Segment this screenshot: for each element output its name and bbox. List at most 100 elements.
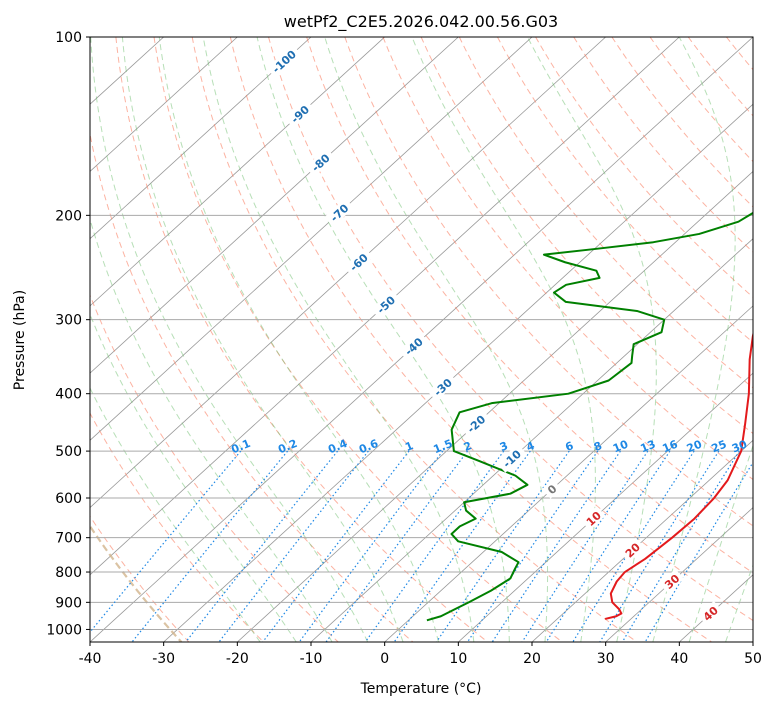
- x-tick-label: -40: [79, 651, 102, 667]
- isotherm-line: [90, 37, 459, 374]
- mixing-ratio-line: [521, 450, 649, 642]
- mixing-ratio-label-text: 10: [611, 438, 630, 456]
- moist-adiabat: [158, 37, 439, 642]
- isotherm-label-bg: [324, 198, 354, 227]
- isotherm-label-bg: [697, 601, 723, 626]
- mixing-ratio-label: 10: [611, 438, 630, 456]
- moist-adiabat: [411, 37, 596, 642]
- moist-adiabat: [688, 443, 753, 642]
- moist-adiabat: [725, 563, 753, 642]
- isotherm-label-bg: [541, 479, 562, 499]
- x-tick-label: 0: [380, 651, 389, 667]
- dry-adiabat: [191, 37, 638, 642]
- y-tick-label: 400: [55, 387, 82, 403]
- mixing-ratio-label-text: 36: [751, 438, 770, 456]
- moist-adiabat: [90, 386, 261, 642]
- mixing-ratio-label: 20: [685, 438, 704, 456]
- isotherm-label-bg: [398, 331, 429, 361]
- moist-adiabats: [90, 37, 753, 642]
- isotherm-label-bg: [343, 247, 374, 277]
- chart-title: wetPf2_C2E5.2026.042.00.56.G03: [284, 12, 558, 32]
- x-axis-title: Temperature (°C): [360, 681, 482, 697]
- y-axis-title: Pressure (hPa): [12, 290, 28, 390]
- mixing-ratio-line: [491, 450, 621, 642]
- moist-adiabat: [90, 313, 297, 642]
- mixing-ratio-label-text: 13: [638, 438, 657, 456]
- isotherm-line: [90, 37, 238, 172]
- isotherm-line: [458, 372, 753, 642]
- mixing-ratio-line: [131, 450, 289, 642]
- mixing-ratio-label: 30: [730, 438, 749, 456]
- dry-adiabat: [90, 293, 339, 642]
- y-tick-label: 700: [55, 531, 82, 547]
- moist-adiabat: [527, 37, 657, 642]
- mixing-ratio-label-text: 25: [709, 438, 728, 456]
- mixing-ratio-line: [325, 450, 469, 642]
- mixing-ratio-label-text: 16: [661, 438, 680, 456]
- dry-adiabat: [115, 37, 488, 642]
- mixing-ratio-label: 16: [661, 438, 680, 456]
- x-tick-label: 10: [449, 651, 467, 667]
- dry-adiabat: [90, 524, 183, 642]
- y-tick-label: 600: [55, 491, 82, 507]
- isotherm-label-bg: [460, 409, 491, 439]
- moist-adiabat: [90, 217, 333, 642]
- mixing-ratio-line: [298, 450, 444, 642]
- isotherm-label-bg: [659, 569, 685, 594]
- isotherm-line: [90, 37, 312, 240]
- isotherm-line: [90, 37, 385, 307]
- isotherm-line: [90, 37, 606, 509]
- mixing-ratio-label: 1: [403, 439, 415, 454]
- moist-adiabat: [202, 37, 475, 642]
- mixing-ratio-line: [644, 461, 753, 642]
- dry-adiabat: [268, 37, 753, 622]
- mixing-ratio-label-text: 1: [403, 439, 415, 454]
- mixing-ratio-label-text: 8: [592, 439, 604, 454]
- isotherm-line: [384, 305, 753, 642]
- y-tick-label: 800: [55, 565, 82, 581]
- mixing-ratio-line: [185, 450, 339, 642]
- mixing-ratio-label-text: 3: [498, 439, 510, 454]
- mixing-ratio-lines: [90, 450, 753, 642]
- x-tick-label: -10: [300, 651, 323, 667]
- mixing-ratio-line: [467, 450, 599, 642]
- isotherm-label-bg: [370, 289, 401, 319]
- mixing-ratio-label: 13: [638, 438, 657, 456]
- x-tick-label: 20: [523, 651, 541, 667]
- mixing-ratio-label: 36: [751, 438, 770, 456]
- isotherm-label-bg: [427, 372, 458, 402]
- moist-adiabat: [121, 37, 404, 642]
- mixing-ratio-label-text: 30: [730, 438, 749, 456]
- dry-adiabat: [458, 37, 753, 389]
- moist-adiabat: [652, 37, 736, 642]
- y-tick-label: 500: [55, 444, 82, 460]
- dry-adiabat: [344, 37, 753, 527]
- isotherm-line: [90, 37, 533, 441]
- isotherm-line: [531, 439, 753, 642]
- x-tick-label: 30: [597, 651, 615, 667]
- isotherm-label: 0: [541, 479, 562, 499]
- mixing-ratio-line: [218, 450, 369, 642]
- isobar-grid: [90, 37, 753, 630]
- isotherm-line: [605, 507, 753, 642]
- mixing-ratio-line: [90, 450, 242, 634]
- moist-adiabat: [90, 37, 369, 642]
- isotherm-line: [237, 170, 753, 642]
- mixing-ratio-label: 25: [709, 438, 728, 456]
- y-tick-label: 200: [55, 208, 82, 224]
- y-tick-label: 1000: [46, 622, 82, 638]
- dry-adiabat: [153, 37, 563, 642]
- isotherm-label-bg: [619, 537, 645, 562]
- isotherm-label-bg: [266, 44, 302, 78]
- y-tick-label: 900: [55, 595, 82, 611]
- mixing-ratio-line: [435, 450, 570, 642]
- x-tick-label: -20: [226, 651, 249, 667]
- y-tick-label: 300: [55, 313, 82, 329]
- isotherm-line: [163, 103, 753, 642]
- isotherm-label-bg: [496, 443, 527, 473]
- mixing-ratio-line: [621, 450, 740, 642]
- mixing-ratio-label: 3: [498, 439, 510, 454]
- isotherm-label-bg: [305, 147, 336, 177]
- mixing-ratio-label-text: 2: [462, 439, 474, 454]
- mixing-ratio-label: 2: [462, 439, 474, 454]
